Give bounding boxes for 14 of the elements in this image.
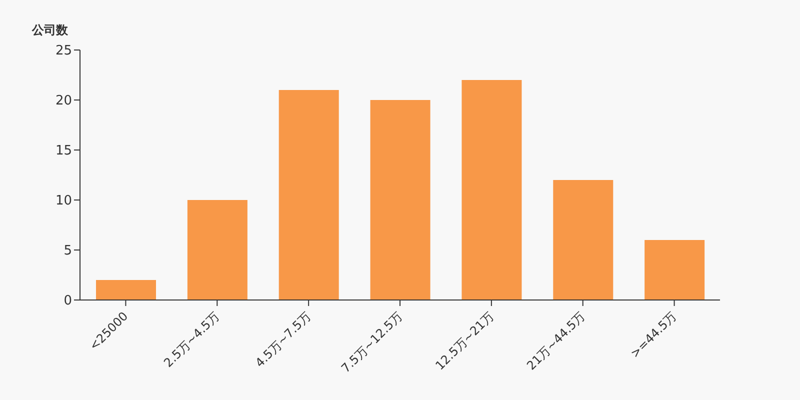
y-tick-label: 10 — [55, 194, 72, 209]
y-tick-label: 25 — [55, 44, 72, 59]
bar — [553, 180, 614, 300]
y-axis-title: 公司数 — [31, 23, 69, 37]
bar — [644, 240, 705, 300]
bar — [187, 200, 248, 300]
bar — [96, 280, 156, 300]
y-tick-label: 15 — [55, 144, 72, 159]
bar — [370, 100, 430, 300]
y-tick-label: 0 — [64, 294, 72, 309]
bar — [462, 80, 522, 300]
y-tick-label: 5 — [64, 244, 72, 259]
bar — [278, 90, 339, 300]
y-tick-label: 20 — [55, 94, 72, 109]
